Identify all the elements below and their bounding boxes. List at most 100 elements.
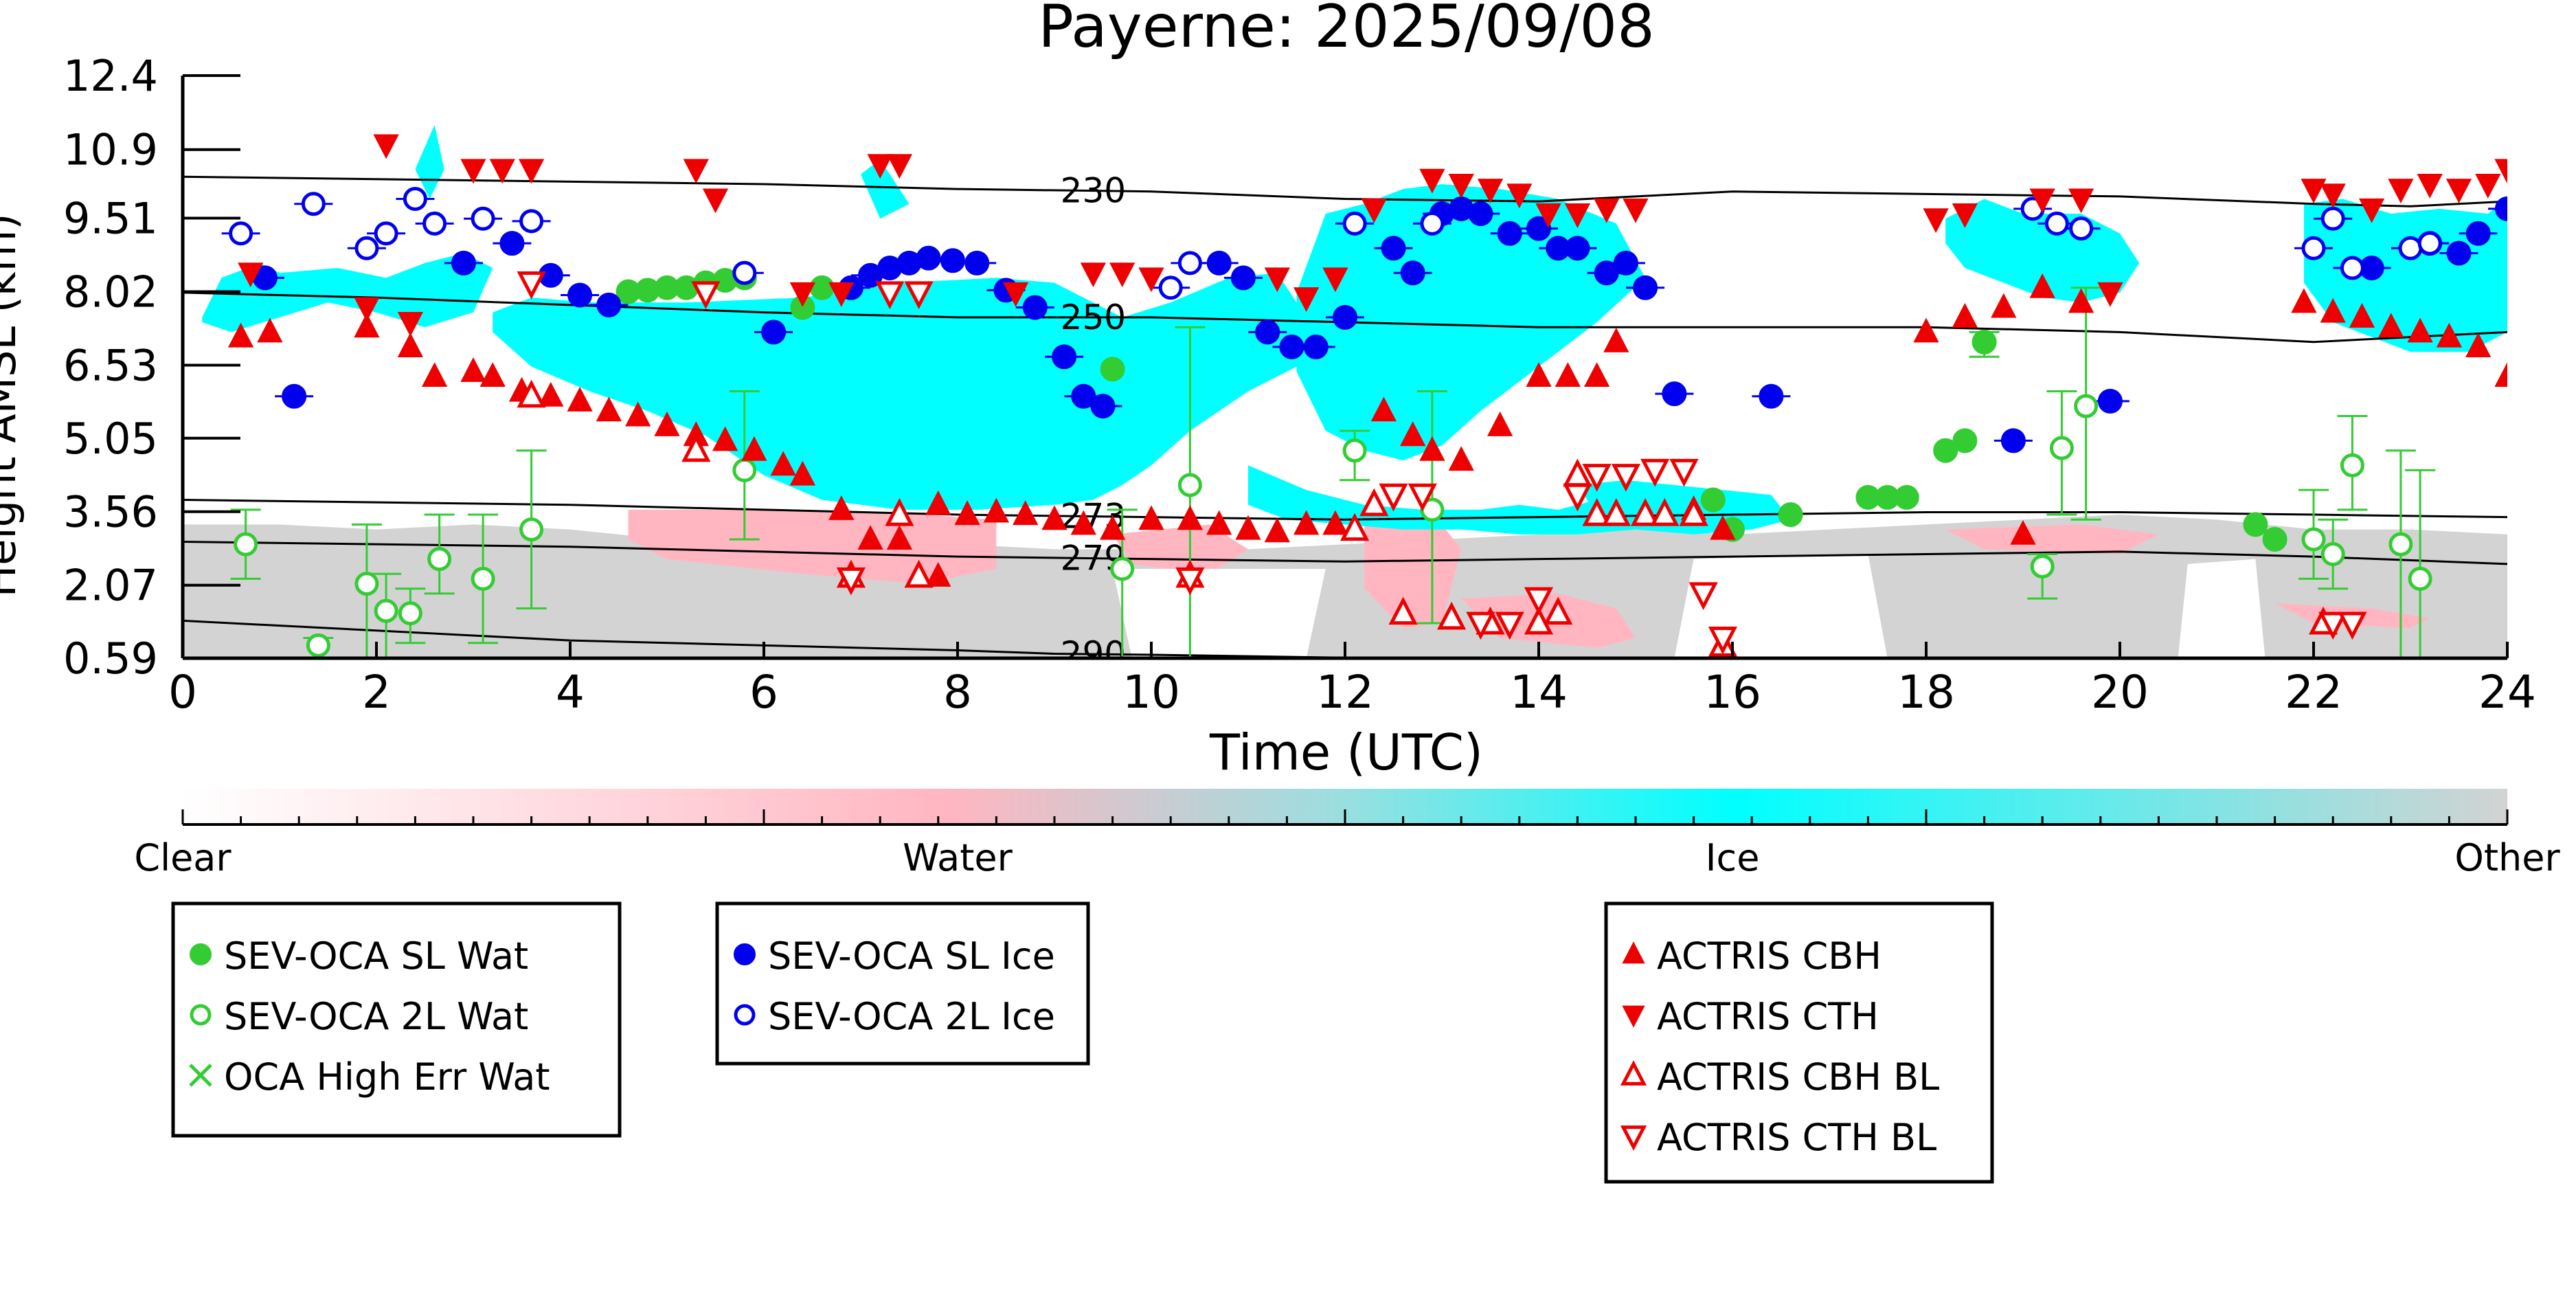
actris-cth-point (1564, 203, 1591, 228)
y-tick-label: 3.56 (63, 487, 158, 537)
legend-marker (189, 1064, 212, 1087)
actris-cth-point (1535, 203, 1561, 228)
actris-cbh-bl-point (517, 379, 546, 408)
isotherm-label: 250 (1061, 298, 1126, 337)
ice-region (493, 273, 1326, 510)
sev-oca-2l-wat-point (732, 458, 757, 482)
x-tick-label: 12 (1316, 666, 1374, 719)
sev-oca-2l-ice-point (403, 187, 427, 212)
water-region (628, 509, 997, 584)
actris-cth-point (2494, 159, 2507, 184)
sev-oca-sl-wat-point (1952, 428, 1978, 453)
water-region (1945, 524, 2159, 554)
y-tick-label: 8.02 (63, 267, 158, 317)
legend-marker (190, 943, 212, 965)
actris-cth-point (1361, 198, 1387, 223)
sev-oca-2l-wat-point (2030, 554, 2055, 579)
actris-cth-point (702, 188, 729, 214)
actris-cbh-point (2349, 302, 2375, 328)
water-region (1112, 524, 1248, 574)
sev-oca-sl-wat-point (1778, 502, 1803, 528)
colorbar: Clear Water Ice Other (134, 789, 2560, 879)
actris-cbh-bl-point (1340, 513, 1370, 541)
actris-cth-point (828, 282, 855, 307)
sev-oca-2l-wat-point (471, 566, 495, 591)
sev-oca-sl-ice-point (2000, 428, 2026, 453)
actris-cbh-bl-point (1436, 601, 1467, 630)
actris-cbh-point (1013, 500, 1039, 526)
x-tick-label: 20 (2091, 666, 2149, 719)
actris-cbh-bl-point (1524, 606, 1554, 635)
actris-cth-bl-point (1379, 483, 1408, 512)
sev-oca-sl-ice-point (964, 250, 990, 276)
actris-cbh-point (397, 333, 423, 357)
sev-oca-2l-wat-point (1177, 473, 1202, 497)
actris-cbh-point (2378, 313, 2404, 338)
actris-cbh-bl-point (885, 497, 914, 526)
actris-cbh-point (1370, 396, 1397, 422)
y-tick-label: 2.07 (63, 561, 158, 611)
sev-oca-sl-ice-point (282, 383, 307, 409)
sev-oca-sl-ice-point (1526, 216, 1551, 241)
actris-cbh-point (596, 396, 622, 422)
actris-cth-point (1623, 198, 1649, 223)
sev-oca-2l-ice-point (519, 209, 544, 234)
actris-cth-point (1923, 208, 1949, 234)
sev-oca-2l-ice-point (1420, 211, 1445, 236)
actris-cbh-point (625, 401, 651, 427)
sev-oca-sl-ice-point (1303, 334, 1329, 359)
legend-label: SEV-OCA 2L Ice (768, 995, 1055, 1038)
sev-oca-sl-ice-point (1613, 250, 1638, 276)
colorbar-label: Other (2454, 836, 2560, 879)
actris-cth-bl-point (1563, 483, 1592, 512)
legend-marker (1622, 941, 1645, 964)
actris-cth-point (489, 159, 515, 184)
actris-cbh-point (1041, 505, 1067, 530)
actris-cbh-bl-point (681, 434, 711, 462)
actris-cth-point (1109, 262, 1136, 288)
actris-cbh-bl-point (904, 559, 934, 588)
sev-oca-2l-ice-point (2398, 236, 2423, 260)
sev-oca-sl-ice-point (1022, 295, 1048, 320)
actris-cbh-point (1603, 327, 1629, 352)
legend-marker (1620, 1125, 1647, 1151)
sev-oca-2l-wat-point (398, 601, 422, 626)
legend-label: SEV-OCA SL Ice (768, 934, 1055, 978)
marker-layer (227, 134, 2507, 658)
y-tick-label: 12.4 (63, 51, 158, 101)
actris-cth-point (373, 134, 399, 159)
sev-oca-sl-ice-point (596, 292, 622, 317)
legend-box: SEV-OCA SL Wat SEV-OCA 2L Wat OCA High Err… (171, 901, 622, 1138)
actris-cth-bl-point (836, 567, 866, 596)
sev-oca-sl-wat-point (809, 275, 835, 300)
actris-cth-bl-point (517, 271, 546, 300)
x-tick-label: 14 (1510, 666, 1568, 719)
actris-cbh-point (1322, 510, 1348, 535)
actris-cbh-point (1583, 362, 1610, 388)
ice-region (861, 159, 909, 219)
sev-oca-sl-wat-point (2262, 526, 2287, 552)
actris-cbh-point (2010, 519, 2036, 545)
sev-oca-2l-ice-point (1342, 211, 1367, 236)
y-tick-label: 5.05 (63, 414, 158, 464)
sev-oca-sl-ice-point (1279, 334, 1304, 359)
actris-cth-point (1264, 267, 1290, 293)
actris-cth-bl-point (2338, 611, 2367, 640)
sev-oca-sl-ice-point (1052, 344, 1077, 370)
sev-oca-2l-wat-errorbar (2405, 469, 2436, 658)
colorbar-label: Clear (134, 836, 231, 879)
actris-cth-bl-point (1175, 567, 1205, 596)
actris-cth-point (1952, 203, 1978, 228)
sev-oca-2l-ice-point (301, 192, 326, 216)
actris-cbh-point (857, 525, 883, 550)
x-tick-label: 4 (556, 666, 585, 719)
actris-cbh-point (1400, 421, 1426, 447)
actris-cbh-point (567, 387, 593, 412)
actris-cbh-point (1293, 510, 1320, 535)
legend-box: ACTRIS CBH ACTRIS CTH ACTRIS CBH BL ACTRIS … (1604, 901, 1994, 1184)
sev-oca-2l-wat-point (2301, 527, 2326, 552)
actris-cth-bl-point (691, 281, 721, 310)
actris-cth-bl-point (1495, 611, 1524, 640)
actris-cth-bl-point (1466, 611, 1495, 640)
